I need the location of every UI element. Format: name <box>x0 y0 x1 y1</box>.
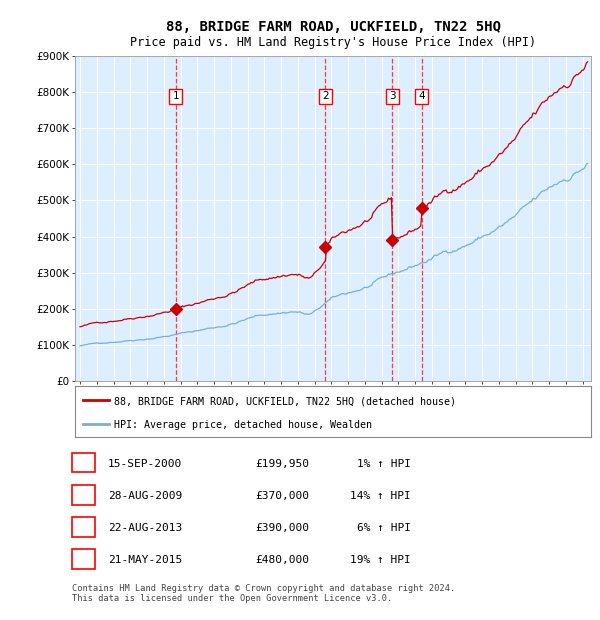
Text: 19% ↑ HPI: 19% ↑ HPI <box>350 556 411 565</box>
Text: 2: 2 <box>80 491 87 501</box>
Text: 4: 4 <box>418 92 425 102</box>
Text: £199,950: £199,950 <box>255 459 309 469</box>
Text: 22-AUG-2013: 22-AUG-2013 <box>108 523 182 533</box>
Text: 14% ↑ HPI: 14% ↑ HPI <box>350 491 411 501</box>
Text: 21-MAY-2015: 21-MAY-2015 <box>108 556 182 565</box>
Text: 4: 4 <box>80 556 87 565</box>
Text: £390,000: £390,000 <box>255 523 309 533</box>
Text: £480,000: £480,000 <box>255 556 309 565</box>
Text: 28-AUG-2009: 28-AUG-2009 <box>108 491 182 501</box>
Text: HPI: Average price, detached house, Wealden: HPI: Average price, detached house, Weal… <box>114 420 372 430</box>
Text: 3: 3 <box>80 523 87 533</box>
Text: 1: 1 <box>80 459 87 469</box>
Text: 88, BRIDGE FARM ROAD, UCKFIELD, TN22 5HQ (detached house): 88, BRIDGE FARM ROAD, UCKFIELD, TN22 5HQ… <box>114 396 456 406</box>
Text: 88, BRIDGE FARM ROAD, UCKFIELD, TN22 5HQ: 88, BRIDGE FARM ROAD, UCKFIELD, TN22 5HQ <box>166 20 500 34</box>
Text: 1% ↑ HPI: 1% ↑ HPI <box>357 459 411 469</box>
Text: 1: 1 <box>172 92 179 102</box>
Text: Price paid vs. HM Land Registry's House Price Index (HPI): Price paid vs. HM Land Registry's House … <box>130 36 536 49</box>
Text: 3: 3 <box>389 92 395 102</box>
Text: 6% ↑ HPI: 6% ↑ HPI <box>357 523 411 533</box>
Text: £370,000: £370,000 <box>255 491 309 501</box>
Text: 15-SEP-2000: 15-SEP-2000 <box>108 459 182 469</box>
Text: 2: 2 <box>322 92 329 102</box>
Text: Contains HM Land Registry data © Crown copyright and database right 2024.
This d: Contains HM Land Registry data © Crown c… <box>72 584 455 603</box>
